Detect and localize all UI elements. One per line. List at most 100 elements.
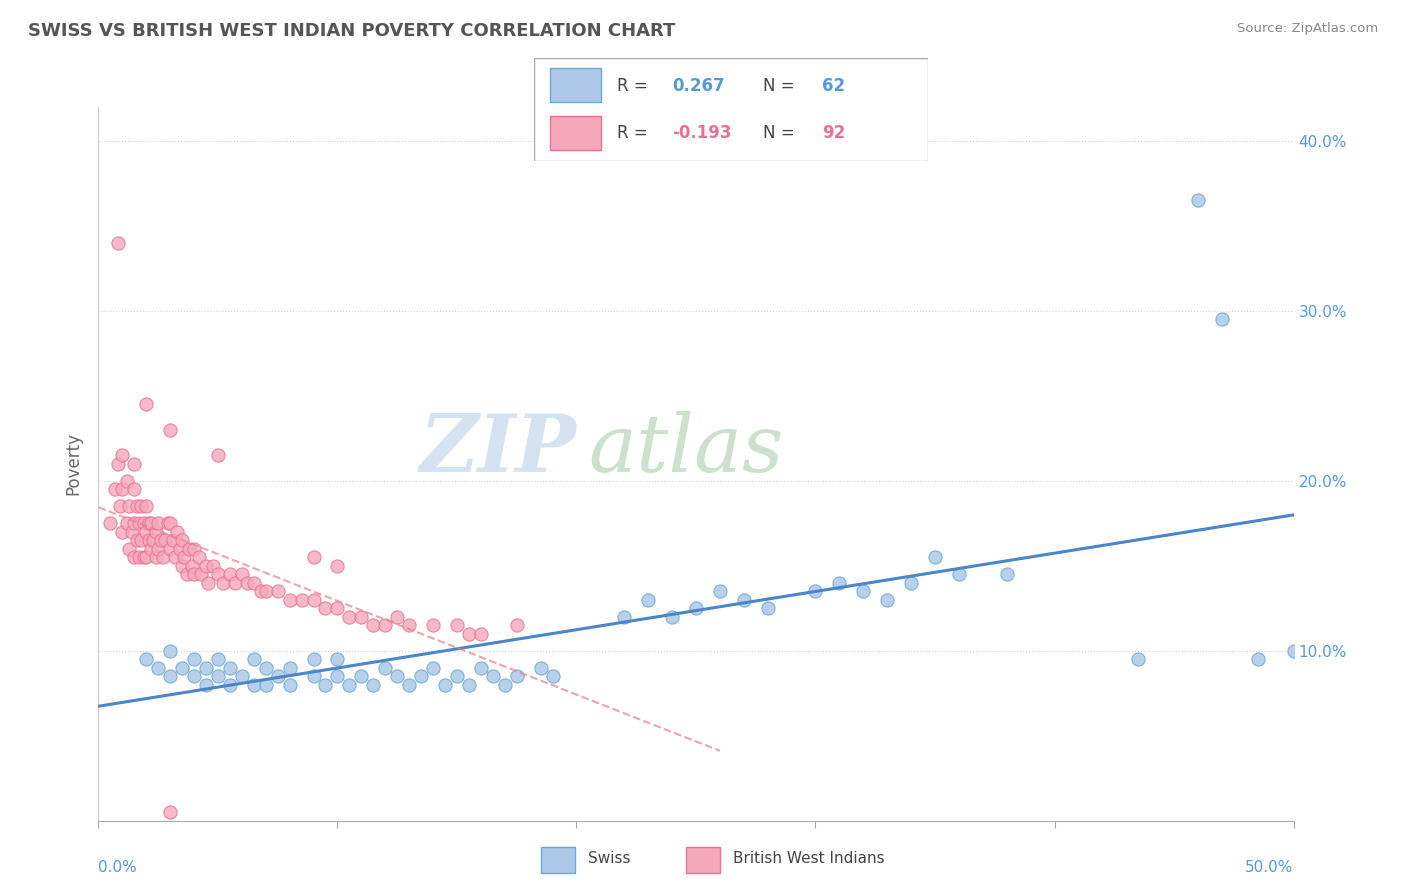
Point <box>231 669 253 683</box>
Point <box>243 652 266 666</box>
Text: Swiss: Swiss <box>588 851 631 866</box>
Point <box>733 592 755 607</box>
Point <box>172 661 194 675</box>
Point <box>267 669 290 683</box>
Point <box>183 567 205 582</box>
Point <box>900 575 922 590</box>
Point <box>1282 644 1305 658</box>
Point <box>422 661 444 675</box>
Point <box>828 575 851 590</box>
Point <box>107 235 129 250</box>
Point <box>350 669 373 683</box>
Point <box>302 550 325 565</box>
Point <box>995 567 1018 582</box>
Point <box>142 533 165 548</box>
Point <box>194 661 218 675</box>
Point <box>374 618 396 632</box>
Point <box>202 558 225 573</box>
Point <box>162 533 184 548</box>
Point <box>278 678 301 692</box>
Point <box>661 609 683 624</box>
Point <box>219 661 242 675</box>
Point <box>183 541 205 556</box>
FancyBboxPatch shape <box>686 847 720 872</box>
Point <box>108 500 131 514</box>
Point <box>207 448 229 462</box>
Point <box>302 652 325 666</box>
Point <box>128 516 150 531</box>
Point <box>924 550 946 565</box>
Point <box>111 524 134 539</box>
Point <box>235 575 257 590</box>
Point <box>374 661 396 675</box>
Point <box>756 601 779 615</box>
Point <box>243 575 266 590</box>
Point <box>1128 652 1150 666</box>
Y-axis label: Poverty: Poverty <box>65 433 83 495</box>
Point <box>118 500 141 514</box>
Point <box>138 533 160 548</box>
Point <box>1246 652 1268 666</box>
Point <box>172 558 194 573</box>
Text: 62: 62 <box>821 77 845 95</box>
Point <box>446 618 468 632</box>
Point <box>326 558 349 573</box>
Point <box>250 584 273 599</box>
Point <box>339 609 360 624</box>
Point <box>315 601 337 615</box>
Point <box>115 516 138 531</box>
Point <box>169 541 191 556</box>
Point <box>219 678 242 692</box>
Point <box>135 524 157 539</box>
Point <box>446 669 468 683</box>
Point <box>115 474 138 488</box>
Point <box>458 678 481 692</box>
Text: ZIP: ZIP <box>419 411 576 488</box>
Point <box>179 541 201 556</box>
Point <box>876 592 898 607</box>
Point <box>187 550 209 565</box>
Point <box>302 669 325 683</box>
Point <box>326 669 349 683</box>
Point <box>124 483 146 497</box>
Point <box>219 567 242 582</box>
Point <box>176 567 198 582</box>
Point <box>339 678 360 692</box>
Point <box>470 661 492 675</box>
Point <box>148 541 170 556</box>
Point <box>183 652 205 666</box>
Point <box>135 500 157 514</box>
Point <box>398 678 420 692</box>
Point <box>363 678 385 692</box>
Point <box>121 524 143 539</box>
Point <box>506 669 529 683</box>
Point <box>148 661 170 675</box>
Point <box>529 661 551 675</box>
Point <box>190 567 212 582</box>
Point <box>254 584 277 599</box>
Point <box>156 516 179 531</box>
Point <box>494 678 516 692</box>
FancyBboxPatch shape <box>550 117 602 150</box>
Point <box>1187 194 1209 208</box>
Text: R =: R = <box>617 77 648 95</box>
Point <box>541 669 564 683</box>
Point <box>709 584 731 599</box>
Point <box>315 678 337 692</box>
Point <box>111 448 134 462</box>
Point <box>254 661 277 675</box>
Point <box>183 669 205 683</box>
Point <box>385 609 409 624</box>
Point <box>166 524 188 539</box>
Point <box>207 669 229 683</box>
Point <box>211 575 233 590</box>
Point <box>470 626 492 640</box>
Text: N =: N = <box>762 77 794 95</box>
Point <box>132 550 155 565</box>
Point <box>173 550 195 565</box>
Point <box>135 397 157 411</box>
Point <box>278 661 301 675</box>
Point <box>194 558 218 573</box>
Point <box>254 678 277 692</box>
Point <box>111 483 134 497</box>
